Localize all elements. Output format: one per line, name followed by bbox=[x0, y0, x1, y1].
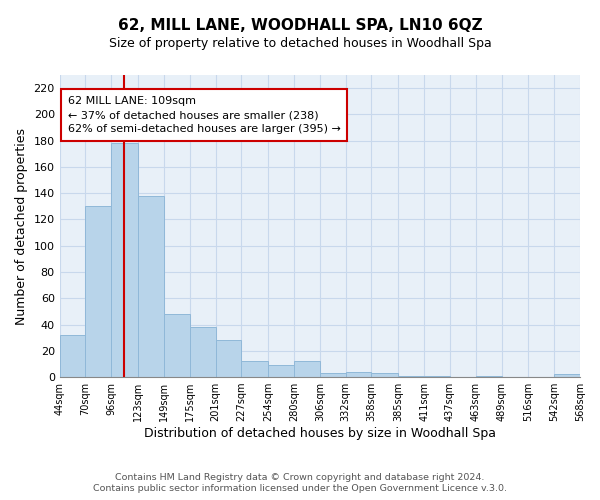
Bar bbox=[554, 374, 580, 377]
Bar bbox=[346, 372, 371, 377]
Bar bbox=[59, 335, 85, 377]
Text: Size of property relative to detached houses in Woodhall Spa: Size of property relative to detached ho… bbox=[109, 38, 491, 51]
Y-axis label: Number of detached properties: Number of detached properties bbox=[15, 128, 28, 324]
Text: 62 MILL LANE: 109sqm
← 37% of detached houses are smaller (238)
62% of semi-deta: 62 MILL LANE: 109sqm ← 37% of detached h… bbox=[68, 96, 340, 134]
Bar bbox=[371, 373, 398, 377]
Bar bbox=[268, 366, 294, 377]
Text: Contains HM Land Registry data © Crown copyright and database right 2024.: Contains HM Land Registry data © Crown c… bbox=[115, 472, 485, 482]
Text: Contains public sector information licensed under the Open Government Licence v.: Contains public sector information licen… bbox=[93, 484, 507, 493]
Bar bbox=[112, 144, 138, 377]
Bar bbox=[190, 327, 215, 377]
X-axis label: Distribution of detached houses by size in Woodhall Spa: Distribution of detached houses by size … bbox=[144, 427, 496, 440]
Bar bbox=[215, 340, 241, 377]
Bar bbox=[164, 314, 190, 377]
Bar bbox=[424, 376, 450, 377]
Bar bbox=[85, 206, 112, 377]
Bar bbox=[476, 376, 502, 377]
Bar bbox=[320, 373, 346, 377]
Bar bbox=[398, 376, 424, 377]
Text: 62, MILL LANE, WOODHALL SPA, LN10 6QZ: 62, MILL LANE, WOODHALL SPA, LN10 6QZ bbox=[118, 18, 482, 32]
Bar bbox=[138, 196, 164, 377]
Bar bbox=[294, 362, 320, 377]
Bar bbox=[241, 362, 268, 377]
